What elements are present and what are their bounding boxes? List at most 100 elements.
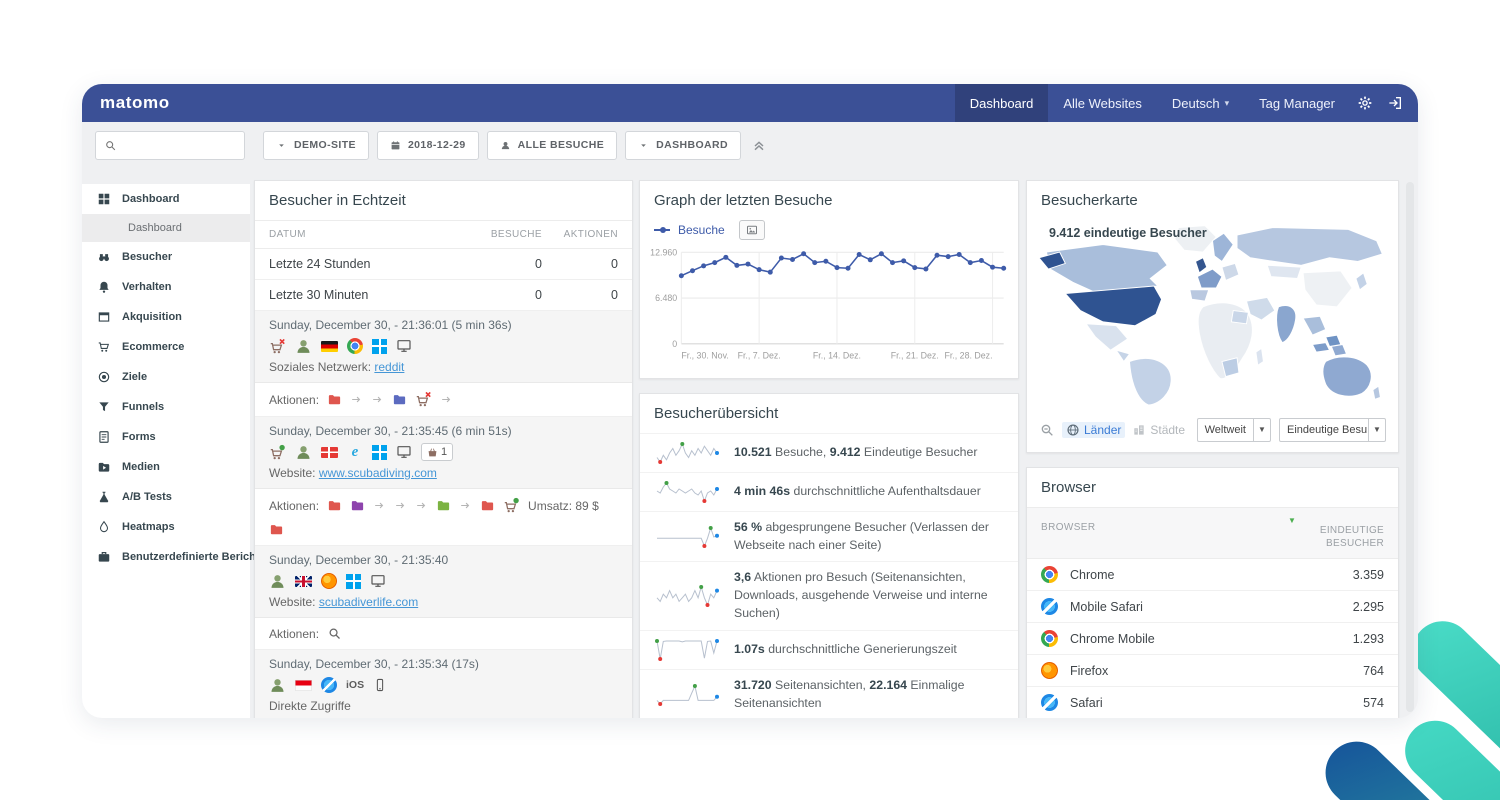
browser-rows: Chrome 3.359 Mobile Safari 2.295: [1027, 559, 1398, 718]
browser-name[interactable]: Safari: [1070, 696, 1351, 710]
toolbar-button-label: DASHBOARD: [656, 139, 728, 151]
map-mode-countries[interactable]: Länder: [1062, 422, 1125, 438]
actions-label: Aktionen:: [269, 393, 319, 407]
widget-realtime-visitors: Besucher in Echtzeit DATUM BESUCHE AKTIO…: [254, 180, 633, 718]
sidebar-item[interactable]: Akquisition: [82, 302, 250, 332]
col-header-unique-visitors[interactable]: ▼EINDEUTIGE BESUCHER: [1298, 516, 1384, 550]
svg-text:Fr., 7. Dez.: Fr., 7. Dez.: [738, 350, 781, 360]
region-select[interactable]: Weltweit ▼: [1197, 418, 1271, 442]
navbar-item[interactable]: Deutsch ▾: [1157, 84, 1244, 122]
visit-attribute-icon: [295, 338, 312, 355]
sidebar-item-label: Medien: [122, 461, 160, 473]
sidebar-item-icon: [97, 340, 111, 354]
browser-name[interactable]: Chrome: [1070, 568, 1341, 582]
toolbar-button[interactable]: DEMO-SITE: [263, 131, 369, 160]
collapse-selectors-icon[interactable]: [751, 137, 767, 153]
export-image-button[interactable]: [739, 220, 765, 240]
map-mode-cities[interactable]: Städte: [1132, 423, 1185, 437]
sidebar-item[interactable]: Ziele: [82, 362, 250, 392]
table-row: Safari 574: [1027, 687, 1398, 718]
visit-datetime: Sunday, December 30, - 21:36:01 (5 min 3…: [269, 318, 618, 332]
sidebar-item[interactable]: Dashboard: [82, 184, 250, 214]
logout-button[interactable]: [1380, 84, 1410, 122]
browser-name[interactable]: Firefox: [1070, 664, 1351, 678]
toolbar-button[interactable]: DASHBOARD: [625, 131, 741, 160]
sidebar-item[interactable]: Besucher: [82, 242, 250, 272]
world-map[interactable]: [1037, 220, 1388, 405]
visit-actions-row: Aktionen:: [255, 489, 632, 546]
zoom-out-icon[interactable]: [1039, 422, 1055, 438]
browser-value: 574: [1363, 696, 1384, 710]
visit-icons: [269, 337, 618, 355]
visit-attribute-icon: [346, 574, 361, 589]
sidebar-item[interactable]: Verhalten: [82, 272, 250, 302]
sidebar-item-icon: [97, 490, 111, 504]
navbar-item[interactable]: Alle Websites ▾: [1048, 84, 1157, 122]
referrer-link[interactable]: reddit: [374, 360, 404, 374]
table-row: Firefox 764: [1027, 655, 1398, 687]
browser-icon: [1041, 662, 1058, 679]
widget-browser: Browser BROWSER ▼EINDEUTIGE BESUCHER Chr…: [1026, 467, 1399, 718]
summary-label: Letzte 30 Minuten: [269, 288, 470, 302]
chart-legend: Besuche: [640, 220, 1018, 242]
referrer-link[interactable]: www.scubadiving.com: [319, 466, 437, 480]
map-area: 9.412 eindeutige Besucher: [1027, 220, 1398, 410]
toolbar-buttons: DEMO-SITE 2018-12-29 ALLE BESUCHE: [263, 131, 741, 160]
overview-text-segment: 22.164: [869, 678, 907, 692]
widget-title: Besucher in Echtzeit: [255, 181, 632, 220]
search-input[interactable]: [123, 138, 236, 152]
toolbar-button[interactable]: ALLE BESUCHE: [487, 131, 617, 160]
sidebar-item[interactable]: Medien: [82, 452, 250, 482]
summary-visits: 0: [470, 288, 542, 302]
overview-row: 3,6 Aktionen pro Besuch (Seitenansichten…: [640, 561, 1018, 629]
sidebar-item[interactable]: Ecommerce: [82, 332, 250, 362]
sidebar-item-label: Dashboard: [128, 222, 182, 234]
settings-button[interactable]: [1350, 84, 1380, 122]
visitor-entry: Sunday, December 30, - 21:35:45 (6 min 5…: [255, 417, 632, 489]
page: matomo Dashboard ▾ Alle Websites ▾ De: [0, 0, 1500, 800]
widget-visits-graph: Graph der letzten Besuche Besuche 06.480…: [639, 180, 1019, 379]
referrer-label: Website:: [269, 595, 319, 609]
navbar-pad: [1410, 84, 1418, 122]
sidebar-item[interactable]: Forms: [82, 422, 250, 452]
action-icon: [350, 498, 365, 513]
navbar-item-label: Dashboard: [970, 96, 1034, 111]
vertical-scrollbar[interactable]: [1406, 182, 1414, 712]
navbar-item[interactable]: Tag Manager ▾: [1244, 84, 1350, 122]
action-icon: [327, 626, 342, 641]
toolbar-button-icon: [638, 140, 649, 151]
sidebar-item-icon: [97, 370, 111, 384]
overview-text: 3,6 Aktionen pro Besuch (Seitenansichten…: [734, 569, 1004, 622]
svg-text:12.960: 12.960: [650, 247, 677, 257]
browser-name[interactable]: Chrome Mobile: [1070, 632, 1341, 646]
sidebar-item-label: Funnels: [122, 401, 164, 413]
action-icon: [503, 497, 520, 514]
summary-label: Letzte 24 Stunden: [269, 257, 470, 271]
table-row: Letzte 24 Stunden 0 0: [255, 249, 632, 280]
sparkline: [654, 441, 720, 465]
sign-out-icon: [1387, 95, 1403, 111]
browser-value: 2.295: [1353, 600, 1384, 614]
sidebar-item-icon: [97, 430, 111, 444]
sidebar-item[interactable]: Funnels: [82, 392, 250, 422]
map-total-label: 9.412 eindeutige Besucher: [1049, 226, 1207, 240]
sidebar-item[interactable]: Benutzerdefinierte Berichte: [82, 542, 250, 572]
sidebar-item[interactable]: Heatmaps: [82, 512, 250, 542]
table-row: Mobile Safari 2.295: [1027, 591, 1398, 623]
search-box[interactable]: [95, 131, 245, 160]
referrer-link[interactable]: scubadiverlife.com: [319, 595, 418, 609]
visit-attribute-icon: 1: [421, 443, 453, 461]
sparkline: [654, 525, 720, 549]
realtime-visitor-log: Sunday, December 30, - 21:36:01 (5 min 3…: [255, 311, 632, 718]
metric-select[interactable]: Eindeutige Besu ▼: [1279, 418, 1386, 442]
table-row: Letzte 30 Minuten 0 0: [255, 280, 632, 311]
sidebar-item-icon: [97, 460, 111, 474]
sidebar-item[interactable]: A/B Tests: [82, 482, 250, 512]
toolbar-button[interactable]: 2018-12-29: [377, 131, 479, 160]
browser-icon: [1041, 598, 1058, 615]
visit-attribute-icon: [295, 680, 312, 691]
sidebar-item[interactable]: Dashboard: [82, 214, 250, 242]
action-icon: [436, 498, 451, 513]
navbar-item[interactable]: Dashboard ▾: [955, 84, 1049, 122]
browser-name[interactable]: Mobile Safari: [1070, 600, 1341, 614]
